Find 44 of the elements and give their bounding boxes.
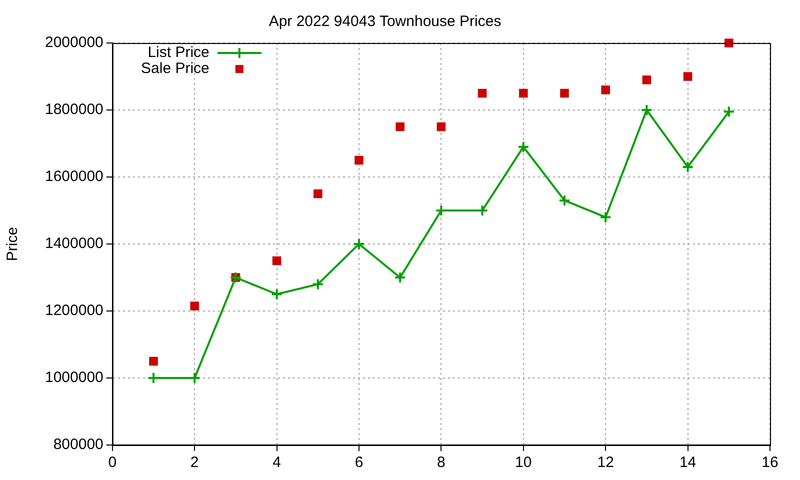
point xyxy=(517,140,530,153)
point xyxy=(724,38,734,48)
point xyxy=(149,356,158,366)
point xyxy=(600,211,612,224)
x-tick-label: 4 xyxy=(272,454,281,472)
x-tick-label: 10 xyxy=(515,454,532,472)
x-tick-label: 12 xyxy=(597,454,614,472)
x-tick-label: 8 xyxy=(437,454,446,472)
x-tick-label: 14 xyxy=(679,454,696,472)
point xyxy=(190,302,199,310)
point xyxy=(682,160,694,173)
legend-label: Sale Price xyxy=(141,60,210,78)
x-tick-label: 6 xyxy=(354,454,364,472)
y-tick-label: 1600000 xyxy=(44,168,104,186)
point xyxy=(312,278,324,290)
point xyxy=(394,272,406,284)
point xyxy=(270,288,283,300)
x-tick-label: 2 xyxy=(190,454,199,472)
point xyxy=(353,238,365,250)
y-tick-label: 1000000 xyxy=(44,369,104,386)
point xyxy=(354,156,364,165)
point xyxy=(640,104,653,116)
y-tick-label: 1400000 xyxy=(44,235,104,252)
legend-label: List Price xyxy=(148,44,210,62)
point xyxy=(560,88,569,98)
point xyxy=(314,189,322,198)
y-tick-label: 2000000 xyxy=(44,34,104,52)
x-tick-label: 0 xyxy=(108,454,117,472)
point xyxy=(272,256,282,266)
y-tick-label: 800000 xyxy=(53,436,104,454)
x-tick-label: 16 xyxy=(762,454,778,472)
point xyxy=(519,88,528,98)
point xyxy=(396,122,404,132)
point xyxy=(478,88,487,98)
y-tick-label: 1800000 xyxy=(44,101,104,118)
chart-title: Apr 2022 94043 Townhouse Prices xyxy=(268,13,502,30)
y-tick-label: 1200000 xyxy=(44,302,104,320)
point xyxy=(601,86,610,94)
point xyxy=(558,194,570,206)
point xyxy=(436,122,446,132)
point xyxy=(722,106,735,118)
point xyxy=(683,72,692,81)
y-axis-title: Price xyxy=(4,226,22,262)
point xyxy=(642,75,652,84)
